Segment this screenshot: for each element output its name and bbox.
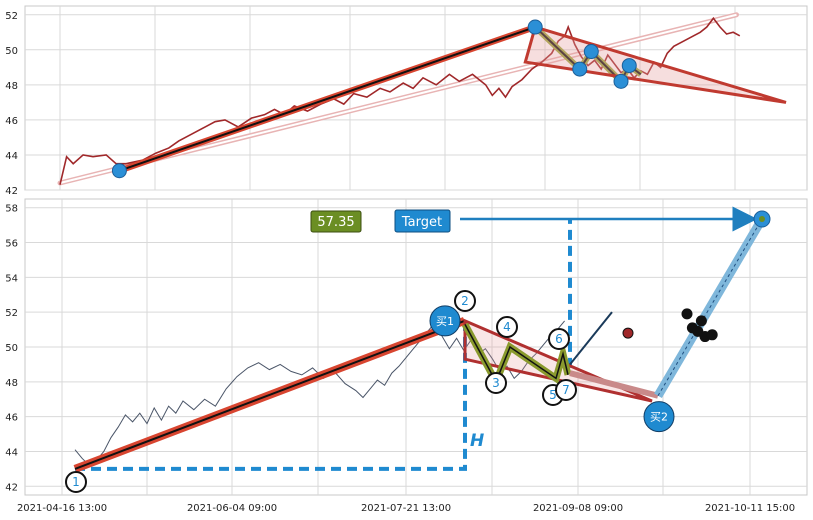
- top-trend-core: [119, 26, 536, 172]
- bottom-y-tick: 46: [5, 413, 18, 424]
- buy-marker: [643, 401, 675, 433]
- top-y-tick: 42: [5, 186, 18, 197]
- target-point-core: [759, 216, 765, 223]
- top-panel: 42 44 46 48 50 52: [5, 5, 808, 197]
- bottom-grid: [25, 199, 807, 495]
- forecast-up-core: [657, 218, 763, 397]
- buy-marker-label: 买1: [436, 315, 454, 328]
- bottom-y-tick: 52: [5, 308, 18, 319]
- black-point: [681, 308, 693, 320]
- top-marker: [583, 44, 599, 60]
- top-marker: [572, 61, 588, 77]
- bottom-y-tick: 42: [5, 482, 18, 493]
- buy-marker-label: 买2: [650, 411, 668, 424]
- pattern-point-circle: [496, 316, 518, 338]
- pattern-point-circle: [548, 328, 570, 350]
- bottom-x-tick-labels: 2021-04-16 13:00 2021-06-04 09:00 2021-07-…: [17, 503, 795, 514]
- bottom-x-tick: 2021-09-08 09:00: [533, 503, 623, 514]
- bottom-point-labels: 买1 买2 1 2 3 4 5 7 6: [65, 290, 675, 493]
- top-y-tick: 52: [5, 11, 18, 22]
- pattern-point-label: 7: [562, 383, 570, 397]
- uptrend-core: [74, 319, 465, 470]
- height-measure-lower: [75, 326, 467, 471]
- pattern-point-circle: [454, 290, 476, 312]
- zigzag-core: [464, 324, 569, 384]
- top-pattern-markers: [111, 19, 637, 179]
- top-y-tick: 48: [5, 81, 18, 92]
- target-value-label: 57.35: [317, 215, 354, 230]
- bottom-y-tick: 48: [5, 378, 18, 389]
- pattern-point-label: 6: [555, 332, 563, 346]
- pattern-point-circle: [555, 379, 577, 401]
- target-label-box: Target: [394, 209, 451, 233]
- bottom-price-series: [74, 320, 565, 467]
- top-marker: [613, 73, 629, 89]
- bottom-price-line: [74, 320, 565, 467]
- bottom-y-tick: 58: [5, 204, 18, 215]
- pattern-point-label: 1: [72, 475, 80, 489]
- breakout-line: [569, 311, 613, 366]
- bottom-x-tick: 2021-07-21 13:00: [361, 503, 451, 514]
- top-y-tick: 50: [5, 46, 18, 57]
- black-point: [695, 315, 707, 327]
- bottom-y-tick-labels: 42 44 46 48 50 52 54 56 58: [5, 204, 18, 494]
- bottom-y-tick: 44: [5, 447, 18, 458]
- pattern-point-label: 2: [461, 294, 469, 308]
- pattern-point-label: 5: [549, 388, 557, 402]
- forecast-down: [569, 370, 659, 399]
- black-point: [706, 329, 718, 341]
- red-point: [622, 327, 634, 339]
- pattern-point-label: 3: [492, 376, 500, 390]
- buy-marker: [429, 305, 461, 337]
- bottom-y-tick: 56: [5, 239, 18, 250]
- top-y-tick-labels: 42 44 46 48 50 52: [5, 11, 18, 197]
- bottom-pattern-overlay: [73, 206, 771, 473]
- top-marker: [621, 58, 637, 74]
- bottom-x-tick: 2021-06-04 09:00: [187, 503, 277, 514]
- pattern-point-label: 4: [503, 320, 511, 334]
- pattern-point-circle: [485, 372, 507, 394]
- bottom-x-tick: 2021-04-16 13:00: [17, 503, 107, 514]
- target-label: Target: [401, 215, 442, 230]
- bottom-y-tick: 50: [5, 343, 18, 354]
- top-marker: [527, 19, 543, 35]
- pattern-point-circle: [65, 471, 87, 493]
- height-label-lower: H: [470, 431, 484, 451]
- top-y-tick: 46: [5, 116, 18, 127]
- target-value-box: 57.35: [310, 210, 362, 233]
- bottom-y-tick: 54: [5, 273, 18, 284]
- bottom-x-tick: 2021-10-11 15:00: [705, 503, 795, 514]
- top-marker: [111, 163, 127, 179]
- top-y-tick: 44: [5, 151, 18, 162]
